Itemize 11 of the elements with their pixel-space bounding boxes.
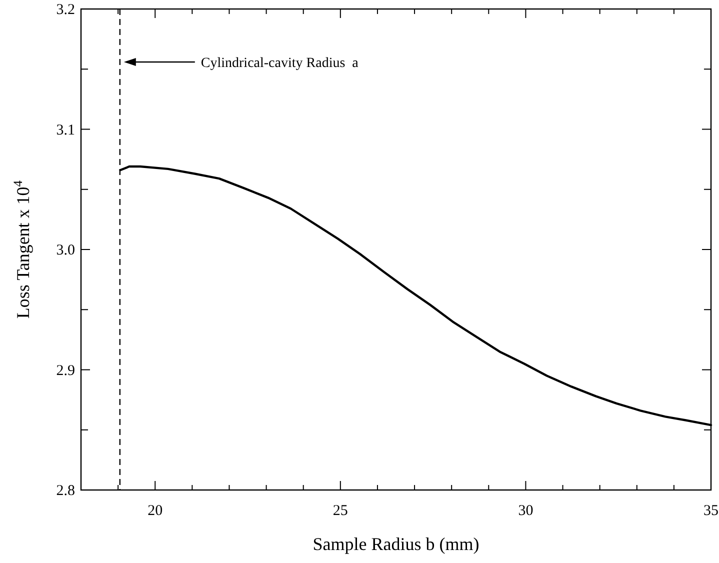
x-tick-label: 35 [704,503,718,519]
y-tick-label: 3.2 [56,2,75,18]
x-tick-label: 20 [148,503,163,519]
x-tick-label: 30 [518,503,534,519]
y-tick-label: 3.1 [56,122,75,138]
y-tick-label: 2.9 [56,362,75,379]
ref-line-label: Cylindrical-cavity Radius a [200,56,360,71]
x-tick-label: 25 [332,503,348,519]
y-tick-label: 3.0 [56,242,75,258]
x-axis-title: Sample Radius b (mm) [312,534,480,554]
y-tick-label: 2.8 [56,483,75,499]
